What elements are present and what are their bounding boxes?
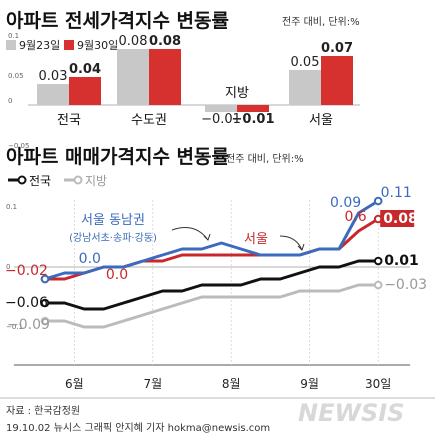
line-value-label: 0.09 <box>330 195 361 211</box>
line-series-0 <box>44 199 379 281</box>
line-value-label: −0.03 <box>384 277 427 293</box>
line-series-3 <box>45 283 379 329</box>
gangnam-pointer <box>171 227 209 241</box>
bar <box>117 49 149 105</box>
bar-legend-swatch <box>64 40 74 50</box>
line-x-label: 8월 <box>222 377 241 391</box>
bar-value-label: 0.05 <box>291 55 320 70</box>
line-y-tick: −0.1 <box>6 323 23 331</box>
bar-legend-swatch <box>6 40 16 50</box>
bar-value-label: 0.07 <box>321 41 353 56</box>
seoul-arrowhead <box>297 243 305 251</box>
bar-chart-title: 아파트 전세가격지수 변동률 <box>6 10 229 32</box>
bar-y-tick: 0 <box>8 97 12 105</box>
line-point <box>373 196 383 206</box>
bar-value-label: −0.01 <box>232 112 275 127</box>
bar <box>69 77 101 105</box>
line-series <box>40 196 383 329</box>
line-annotations: 서울 동남권 (강남서초·송파·강동) 서울 <box>69 213 305 251</box>
line-value-label: 0.0 <box>106 267 128 283</box>
line-value-label: 0.01 <box>384 253 419 269</box>
series-label-gangnam: 서울 동남권 <box>81 213 145 228</box>
line-value-labels: 0.0 0.0 −0.02 −0.06 −0.09 0.09 0.11 0.6 0.08 0.01… <box>5 185 427 333</box>
line-y-tick: 0 <box>6 263 10 271</box>
line-y-tick: 0.1 <box>6 203 17 211</box>
bar-legend-label: 9월30일 <box>77 38 118 52</box>
line-series-2 <box>45 259 379 311</box>
line-point <box>40 274 50 284</box>
bar-value-labels: 0.03 0.04 0.08 0.08 −0.01−0.01 0.050.07 <box>39 34 354 127</box>
bar <box>205 105 237 112</box>
bar-category-label: 전국 <box>57 113 81 128</box>
bar <box>149 49 181 105</box>
line-x-label: 30일 <box>365 377 391 391</box>
bar-category-label: 지방 <box>225 86 249 101</box>
line-point <box>40 316 50 326</box>
line-point <box>40 298 50 308</box>
bar-y-tick: 0.1 <box>8 32 19 40</box>
bar-value-label: −0.01 <box>201 112 241 127</box>
line-value-label: 0.0 <box>79 251 101 267</box>
bar-y-tick: −0.05 <box>8 142 29 150</box>
line-x-label: 6월 <box>65 377 84 391</box>
bar-chart: 아파트 전세가격지수 변동률 전주 대비, 단위:% 9월23일 9월30일 0.… <box>6 10 360 150</box>
value-badge <box>380 210 415 227</box>
line-value-label: −0.09 <box>7 317 50 333</box>
bar-value-label: 0.04 <box>69 62 101 77</box>
line-x-labels: 6월 7월 8월 9월 30일 <box>65 377 391 391</box>
bar-chart-unit-note: 전주 대비, 단위:% <box>282 15 360 28</box>
line-value-label: −0.06 <box>5 295 48 311</box>
bar <box>289 70 321 105</box>
line-x-label: 9월 <box>300 377 319 391</box>
series-label-seoul: 서울 <box>244 232 268 247</box>
line-chart: 아파트 매매가격지수 변동률 전주 대비, 단위:% 전국 지방 0.1 0 −0.1… <box>5 146 427 391</box>
line-point <box>373 280 383 290</box>
footer: 자료 : 한국감정원 19.10.02 뉴시스 그래픽 안지혜 기자 hokma… <box>0 397 435 434</box>
bar-y-tick: 0.05 <box>8 72 24 80</box>
line-value-label: −0.02 <box>5 263 48 279</box>
bar-legend: 9월23일 9월30일 <box>6 38 118 52</box>
newsis-logo: NEWSIS <box>298 399 404 427</box>
footer-source: 자료 : 한국감정원 <box>6 405 80 417</box>
bar-category-label: 서울 <box>309 113 333 128</box>
line-value-label: 0.6 <box>344 209 366 225</box>
bar-legend-label: 9월23일 <box>19 38 60 52</box>
line-point <box>373 256 383 266</box>
footer-credit: 19.10.02 뉴시스 그래픽 안지혜 기자 hokma@newsis.com <box>6 422 270 434</box>
bar-category-label: 수도권 <box>131 113 167 128</box>
bar-marks <box>37 49 353 112</box>
line-value-label: 0.08 <box>383 211 418 227</box>
line-legend-label: 전국 <box>29 174 51 188</box>
seoul-pointer <box>279 235 303 251</box>
bar <box>237 105 269 112</box>
line-legend-label: 지방 <box>85 174 107 188</box>
bar-value-label: 0.03 <box>39 69 68 84</box>
line-chart-title: 아파트 매매가격지수 변동률 <box>6 146 229 168</box>
bar <box>37 84 69 105</box>
bar-value-label: 0.08 <box>119 34 148 49</box>
line-value-label: 0.11 <box>381 185 412 201</box>
bar <box>321 56 353 105</box>
line-legend-marker <box>17 175 27 185</box>
line-legend: 전국 지방 <box>8 174 107 188</box>
line-chart-unit-note: 전주 대비, 단위:% <box>226 152 304 165</box>
bar-value-label: 0.08 <box>149 34 181 49</box>
line-x-label: 7월 <box>143 377 162 391</box>
line-legend-marker <box>73 175 83 185</box>
gangnam-arrowhead <box>203 233 211 241</box>
series-sublabel-gangnam: (강남서초·송파·강동) <box>69 232 157 244</box>
